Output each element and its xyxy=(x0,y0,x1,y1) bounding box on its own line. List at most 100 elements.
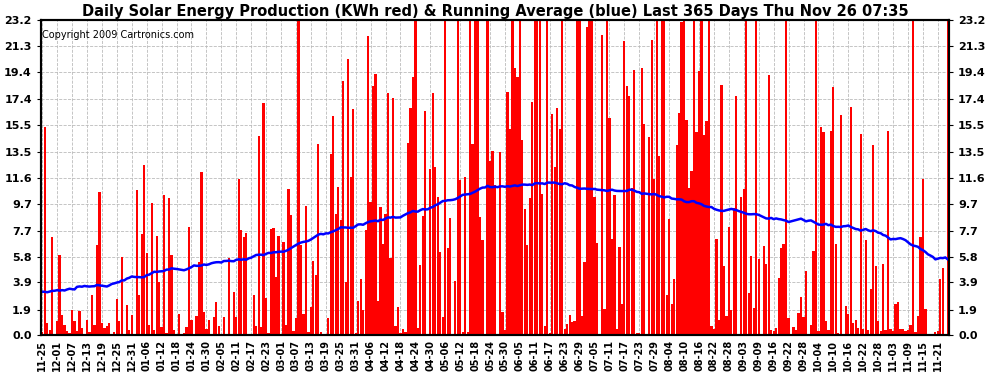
Bar xyxy=(272,228,274,335)
Bar xyxy=(165,333,167,335)
Bar xyxy=(307,333,310,335)
Bar xyxy=(446,248,448,335)
Bar xyxy=(688,188,690,335)
Bar xyxy=(394,326,397,335)
Bar xyxy=(76,332,78,335)
Bar xyxy=(302,314,305,335)
Bar xyxy=(770,330,772,335)
Bar xyxy=(920,237,922,335)
Bar xyxy=(524,209,526,335)
Bar xyxy=(178,314,180,335)
Bar xyxy=(591,20,593,335)
Bar xyxy=(840,115,842,335)
Bar xyxy=(51,237,53,335)
Bar xyxy=(128,330,131,335)
Bar xyxy=(180,334,182,335)
Bar xyxy=(476,20,479,335)
Bar xyxy=(81,328,83,335)
Bar xyxy=(912,20,914,335)
Bar xyxy=(571,322,573,335)
Bar xyxy=(228,258,230,335)
Bar xyxy=(726,316,728,335)
Bar xyxy=(752,308,754,335)
Bar xyxy=(586,27,588,335)
Bar xyxy=(624,41,626,335)
Bar xyxy=(282,242,285,335)
Bar xyxy=(265,298,267,335)
Title: Daily Solar Energy Production (KWh red) & Running Average (blue) Last 365 Days T: Daily Solar Energy Production (KWh red) … xyxy=(82,4,908,19)
Bar xyxy=(73,321,75,335)
Bar xyxy=(170,255,172,335)
Bar xyxy=(364,230,366,335)
Bar xyxy=(889,329,892,335)
Bar xyxy=(454,281,456,335)
Bar xyxy=(155,236,157,335)
Bar xyxy=(833,87,835,335)
Bar xyxy=(108,323,111,335)
Bar xyxy=(578,20,581,335)
Bar xyxy=(210,334,213,335)
Bar xyxy=(223,317,225,335)
Bar xyxy=(757,259,760,335)
Bar xyxy=(320,332,322,335)
Bar xyxy=(738,333,740,335)
Bar xyxy=(347,58,349,335)
Bar xyxy=(499,152,501,335)
Bar xyxy=(698,71,700,335)
Bar xyxy=(800,297,802,335)
Bar xyxy=(884,330,887,335)
Bar xyxy=(815,20,817,335)
Bar xyxy=(153,330,155,335)
Bar xyxy=(456,20,458,335)
Bar xyxy=(621,304,623,335)
Bar xyxy=(762,246,765,335)
Bar xyxy=(208,320,210,335)
Bar xyxy=(534,20,536,335)
Bar xyxy=(295,318,297,335)
Bar xyxy=(678,112,680,335)
Bar xyxy=(290,215,292,335)
Bar xyxy=(820,128,822,335)
Bar xyxy=(425,111,427,335)
Bar xyxy=(83,334,85,335)
Bar xyxy=(511,20,514,335)
Bar xyxy=(703,135,705,335)
Bar xyxy=(409,108,412,335)
Bar xyxy=(459,180,461,335)
Bar xyxy=(215,302,218,335)
Bar xyxy=(792,327,795,335)
Bar xyxy=(359,279,361,335)
Bar xyxy=(486,20,489,335)
Bar xyxy=(213,317,215,335)
Bar xyxy=(847,314,849,335)
Bar xyxy=(718,320,720,335)
Bar xyxy=(879,331,882,335)
Bar xyxy=(844,306,846,335)
Bar xyxy=(379,207,382,335)
Bar xyxy=(711,326,713,335)
Bar xyxy=(367,36,369,335)
Bar xyxy=(874,266,877,335)
Bar xyxy=(608,118,611,335)
Bar xyxy=(894,303,897,335)
Bar xyxy=(907,330,909,335)
Bar xyxy=(494,184,496,335)
Bar xyxy=(755,20,757,335)
Bar xyxy=(257,136,259,335)
Bar xyxy=(611,238,613,335)
Bar xyxy=(835,244,837,335)
Bar xyxy=(685,120,688,335)
Bar xyxy=(546,20,548,335)
Bar xyxy=(78,311,80,335)
Bar xyxy=(854,320,857,335)
Bar xyxy=(527,245,529,335)
Bar xyxy=(695,132,698,335)
Bar xyxy=(514,68,516,335)
Bar xyxy=(205,329,208,335)
Bar xyxy=(451,334,453,335)
Bar xyxy=(333,116,335,335)
Bar xyxy=(673,279,675,335)
Bar xyxy=(131,315,133,335)
Bar xyxy=(190,320,193,335)
Bar xyxy=(690,171,693,335)
